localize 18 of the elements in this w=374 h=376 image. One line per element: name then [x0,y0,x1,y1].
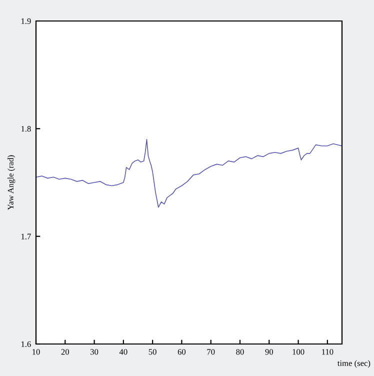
y-tick-label: 1.9 [21,18,31,24]
y-tick-label: 1.8 [21,126,31,132]
x-tick-label: 60 [178,349,186,355]
y-axis-title: Yaw Angle (rad) [8,155,16,210]
x-tick-label: 30 [90,349,98,355]
x-tick-label: 70 [207,349,215,355]
x-tick-label: 110 [322,349,334,355]
x-tick-label: 40 [119,349,128,355]
x-tick-label: 80 [236,349,244,355]
x-tick-label: 90 [265,349,273,355]
x-axis-title: time (sec) [337,360,370,368]
line-series [36,139,342,208]
x-tick-label: 50 [148,349,156,355]
y-tick-label: 1.7 [21,234,31,240]
x-tick-label: 20 [61,349,69,355]
x-tick-label: 100 [292,349,304,355]
x-tick-label: 10 [32,349,40,355]
y-tick-label: 1.6 [21,341,31,348]
